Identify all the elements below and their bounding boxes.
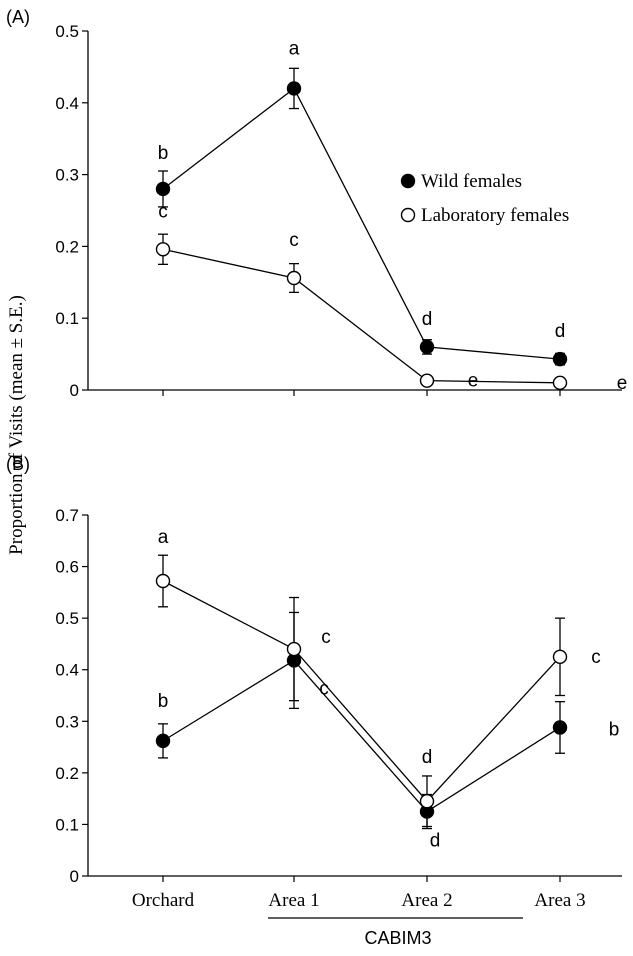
significance-letter: e <box>468 371 479 392</box>
x-tick-label: Area 2 <box>401 890 452 911</box>
y-tick-label: 0.3 <box>55 712 79 731</box>
significance-letter: a <box>289 38 300 59</box>
y-tick-label: 0.1 <box>55 309 79 328</box>
y-tick-label: 0.5 <box>55 22 79 41</box>
legend-marker-filled <box>400 173 416 189</box>
legend-entry: Laboratory females <box>421 205 569 226</box>
point-open <box>419 794 435 809</box>
series-line <box>162 659 561 813</box>
y-tick-label: 0 <box>70 381 79 400</box>
y-tick-label: 0 <box>70 867 79 886</box>
point-open <box>155 242 171 257</box>
significance-letter: c <box>591 647 601 668</box>
series-line <box>162 580 561 803</box>
x-tick-label: Area 1 <box>268 890 319 911</box>
x-tick-label: Area 3 <box>534 890 585 911</box>
point-filled <box>286 81 302 96</box>
point-filled <box>155 733 171 749</box>
y-tick-label: 0.2 <box>55 237 79 256</box>
panel-a: (A) 0 0.1 0.2 0.3 0.4 0.5 b a d d c c e e Wild females L… <box>6 7 627 400</box>
y-tick-label: 0.3 <box>55 166 79 185</box>
significance-letter: c <box>158 201 168 222</box>
significance-letter: b <box>609 719 620 740</box>
y-tick-label: 0.6 <box>55 558 79 577</box>
point-filled <box>552 720 568 735</box>
point-open <box>552 649 568 665</box>
y-tick-label: 0.4 <box>55 661 79 680</box>
significance-letter: e <box>617 373 628 394</box>
x-tick-label: Orchard <box>132 890 195 911</box>
significance-letter: c <box>321 627 331 648</box>
point-open <box>286 641 302 657</box>
significance-letter: d <box>430 831 441 852</box>
point-open <box>552 375 568 391</box>
significance-letter: d <box>422 309 433 330</box>
point-filled <box>552 351 568 367</box>
point-open <box>155 573 171 589</box>
point-filled <box>419 339 435 355</box>
significance-letter: c <box>289 230 299 251</box>
legend-entry: Wild females <box>421 171 522 192</box>
y-tick-label: 0.7 <box>55 506 79 525</box>
x-tick-labels: Orchard Area 1 Area 2 Area 3 <box>132 890 586 911</box>
y-tick-label: 0.2 <box>55 764 79 783</box>
y-tick-label: 0.1 <box>55 815 79 834</box>
significance-letter: c <box>319 678 329 699</box>
significance-letter: a <box>158 527 169 548</box>
significance-letter: b <box>158 691 169 712</box>
series-line <box>162 248 561 384</box>
panel-label: (B) <box>6 454 30 474</box>
panel-label: (A) <box>6 7 30 27</box>
significance-letter: d <box>422 747 433 768</box>
point-filled <box>155 181 171 197</box>
legend-marker-open <box>400 207 416 223</box>
panel-b: (B) 0 0.1 0.2 0.3 0.4 0.5 0.6 0.7 b c d b a c d c <box>6 454 622 886</box>
y-tick-label: 0.4 <box>55 94 79 113</box>
significance-letter: d <box>555 321 566 342</box>
point-open <box>286 270 302 286</box>
group-label-cabim3: CABIM3 <box>364 928 431 948</box>
significance-letter: b <box>158 143 169 164</box>
y-axis-label: Proportion of Visits (mean ± S.E.) <box>6 295 27 555</box>
point-open <box>419 373 435 388</box>
series-line <box>162 87 561 360</box>
y-tick-label: 0.5 <box>55 609 79 628</box>
